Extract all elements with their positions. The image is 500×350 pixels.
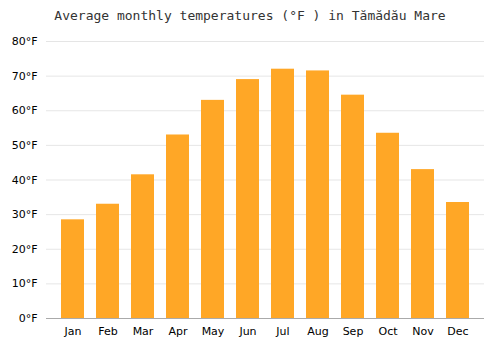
svg-text:60°F: 60°F [12, 104, 38, 117]
svg-text:Jan: Jan [64, 325, 82, 338]
svg-text:70°F: 70°F [12, 70, 38, 83]
svg-text:Sep: Sep [343, 325, 364, 338]
svg-text:Jun: Jun [238, 325, 256, 338]
svg-text:10°F: 10°F [12, 277, 38, 290]
svg-text:Nov: Nov [412, 325, 434, 338]
svg-text:Apr: Apr [168, 325, 188, 338]
svg-text:Jul: Jul [275, 325, 289, 338]
svg-text:30°F: 30°F [12, 208, 38, 221]
svg-text:Aug: Aug [307, 325, 328, 338]
svg-text:May: May [202, 325, 225, 338]
html-text:Average monthly temperatures (: Average monthly temperatures (°F ) in Tă… [54, 8, 446, 23]
svg-text:Feb: Feb [98, 325, 117, 338]
svg-text:80°F: 80°F [12, 35, 38, 48]
svg-text:Mar: Mar [133, 325, 154, 338]
svg-text:50°F: 50°F [12, 139, 38, 152]
svg-text:0°F: 0°F [19, 312, 38, 325]
svg-text:Oct: Oct [378, 325, 398, 338]
svg-text:40°F: 40°F [12, 174, 38, 187]
svg-text:20°F: 20°F [12, 243, 38, 256]
svg-text:Dec: Dec [447, 325, 468, 338]
